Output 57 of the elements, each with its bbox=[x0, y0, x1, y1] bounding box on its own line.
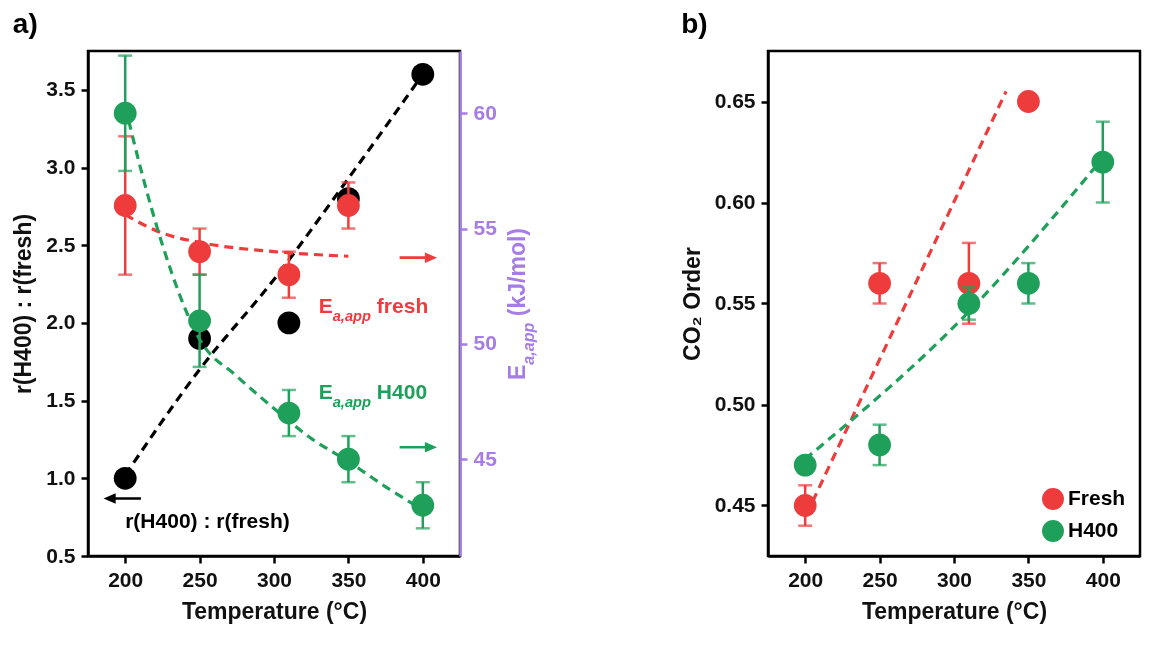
x-tick-label: 250 bbox=[862, 567, 898, 591]
y-tick-label: 3.0 bbox=[46, 155, 76, 179]
y-tick-label: 2.0 bbox=[46, 310, 76, 334]
legend-label: Fresh bbox=[1068, 486, 1126, 509]
point bbox=[188, 240, 211, 263]
y-tick-label: 3.5 bbox=[46, 77, 76, 101]
point bbox=[188, 309, 211, 333]
y-tick-label: 0.45 bbox=[714, 493, 756, 516]
y-tick-label: 1.0 bbox=[46, 465, 76, 489]
annotation: E$_{a,app}$ fresh bbox=[318, 294, 429, 325]
point bbox=[277, 311, 301, 335]
point bbox=[793, 494, 817, 517]
point bbox=[277, 401, 301, 425]
x-tick-label: 350 bbox=[331, 567, 367, 591]
y-axis-title: CO₂ Order bbox=[678, 247, 705, 361]
x-axis-title: Temperature (°C) bbox=[861, 597, 1048, 624]
annotation: E$_{a,app}$ H400 bbox=[318, 379, 428, 410]
y-tick-label: 0.65 bbox=[714, 89, 756, 112]
y-tick-label: 0.55 bbox=[714, 291, 756, 314]
x-tick-label: 400 bbox=[405, 567, 441, 591]
point bbox=[113, 101, 137, 125]
chart-title: b) bbox=[681, 8, 708, 39]
point bbox=[277, 263, 301, 287]
y2-tick-label: 50 bbox=[473, 331, 497, 355]
x-tick-label: 350 bbox=[1011, 567, 1047, 591]
point bbox=[337, 447, 360, 471]
legend-label: H400 bbox=[1068, 518, 1119, 541]
chart-title: a) bbox=[12, 8, 38, 39]
y-tick-label: 2.5 bbox=[46, 232, 76, 256]
x-tick-label: 300 bbox=[936, 567, 973, 591]
point bbox=[957, 292, 981, 315]
y2-tick-label: 60 bbox=[473, 100, 497, 124]
point bbox=[113, 194, 137, 217]
point bbox=[411, 62, 435, 86]
point bbox=[868, 271, 891, 295]
x-axis-title: Temperature (°C) bbox=[181, 597, 368, 624]
y-axis-title: r(H400) : r(fresh) bbox=[10, 213, 37, 395]
x-tick-label: 200 bbox=[108, 567, 144, 591]
point bbox=[1017, 90, 1040, 113]
annotation: r(H400) : r(fresh) bbox=[125, 508, 290, 532]
y-tick-label: 0.50 bbox=[714, 392, 756, 415]
point bbox=[113, 466, 137, 490]
point bbox=[1091, 150, 1115, 174]
point bbox=[793, 453, 817, 477]
x-tick-label: 300 bbox=[256, 567, 293, 591]
x-tick-label: 400 bbox=[1085, 567, 1121, 591]
y-tick-label: 1.5 bbox=[46, 388, 76, 412]
point bbox=[868, 433, 891, 457]
point bbox=[411, 493, 435, 517]
y-tick-label: 0.60 bbox=[714, 190, 756, 213]
y-tick-label: 0.5 bbox=[46, 543, 76, 567]
point bbox=[337, 194, 360, 217]
x-tick-label: 250 bbox=[182, 567, 218, 591]
y2-tick-label: 45 bbox=[473, 446, 498, 470]
y2-tick-label: 55 bbox=[473, 216, 498, 240]
x-tick-label: 200 bbox=[788, 567, 824, 591]
point bbox=[1017, 271, 1040, 295]
